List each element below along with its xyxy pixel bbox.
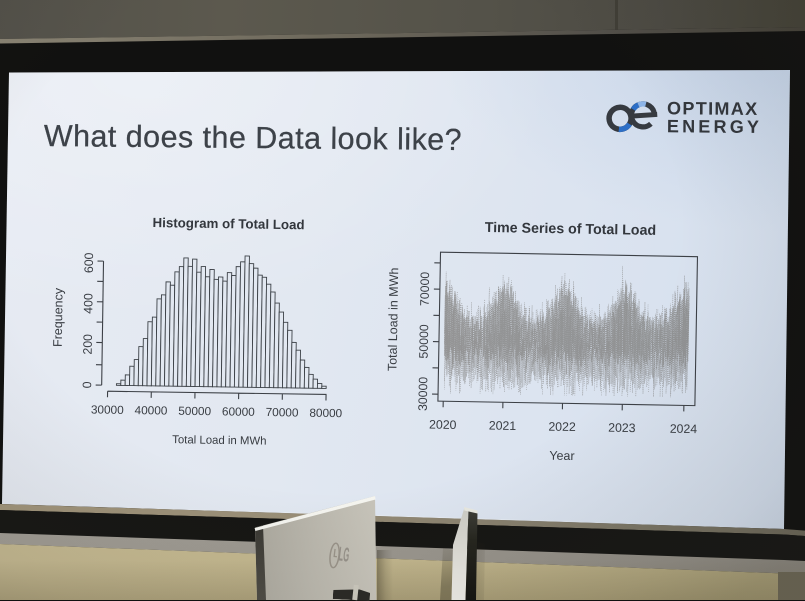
svg-text:2022: 2022 (548, 420, 576, 434)
svg-text:80000: 80000 (309, 406, 342, 420)
svg-text:2023: 2023 (608, 421, 636, 435)
svg-text:70000: 70000 (418, 272, 433, 307)
svg-text:50000: 50000 (417, 324, 432, 359)
svg-text:200: 200 (81, 334, 95, 355)
svg-text:Year: Year (549, 449, 575, 463)
svg-text:600: 600 (82, 252, 96, 273)
svg-text:50000: 50000 (178, 404, 211, 418)
svg-text:2021: 2021 (489, 419, 517, 433)
svg-text:60000: 60000 (222, 404, 255, 418)
svg-text:70000: 70000 (266, 405, 299, 419)
svg-text:30000: 30000 (416, 377, 431, 412)
svg-text:40000: 40000 (134, 403, 167, 417)
svg-text:Time Series of Total Load: Time Series of Total Load (485, 220, 657, 239)
svg-text:Frequency: Frequency (51, 287, 66, 347)
svg-text:LG: LG (337, 543, 350, 567)
svg-text:2024: 2024 (670, 422, 698, 436)
svg-text:ENERGY: ENERGY (667, 116, 762, 137)
svg-text:Total Load in MWh: Total Load in MWh (172, 434, 267, 447)
svg-text:OPTIMAX: OPTIMAX (667, 98, 759, 119)
svg-text:Histogram of Total Load: Histogram of Total Load (153, 215, 305, 232)
svg-text:0: 0 (80, 381, 94, 388)
svg-text:2020: 2020 (429, 417, 457, 431)
svg-text:30000: 30000 (91, 402, 124, 416)
svg-text:400: 400 (81, 293, 95, 314)
svg-text:Total Load in MWh: Total Load in MWh (385, 267, 401, 371)
